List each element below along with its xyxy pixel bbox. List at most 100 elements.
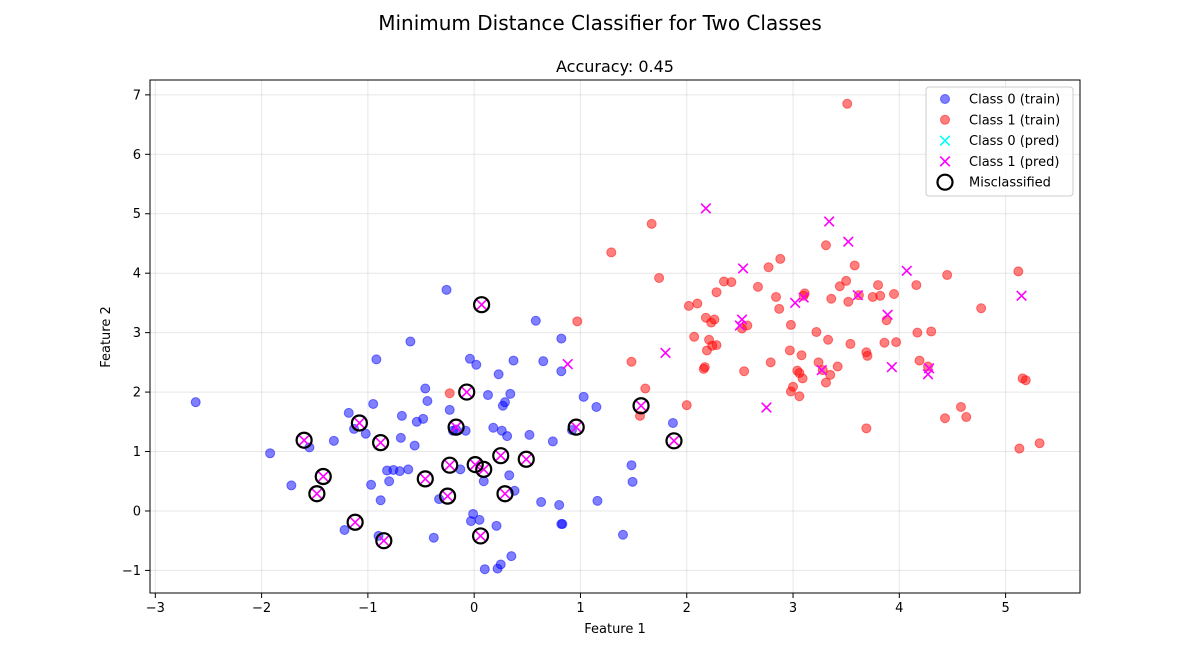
pred-marker: [298, 434, 310, 446]
train-point: [796, 350, 807, 361]
train-point: [692, 298, 703, 309]
legend-marker: [940, 114, 950, 125]
pred-marker: [761, 402, 772, 413]
train-point: [444, 404, 455, 415]
train-point: [328, 435, 339, 446]
y-tick-label: 1: [133, 445, 141, 460]
train-point: [375, 495, 386, 506]
x-tick-label: −1: [358, 601, 377, 616]
y-tick-label: −1: [122, 564, 141, 579]
train-point: [861, 423, 872, 434]
train-point: [366, 479, 377, 490]
train-point: [428, 532, 439, 543]
train-point: [825, 369, 836, 380]
train-point: [538, 356, 549, 367]
x-tick-label: −2: [252, 601, 271, 616]
x-tick-label: 1: [576, 601, 584, 616]
train-point: [524, 429, 535, 440]
plot-frame: [149, 79, 1081, 594]
pred-marker: [354, 417, 365, 429]
train-point: [418, 413, 429, 424]
train-point: [788, 381, 799, 392]
train-point: [420, 383, 431, 394]
pred-marker: [444, 459, 456, 471]
pred-marker: [789, 297, 801, 309]
misclassified-ring: [346, 513, 364, 531]
pred-marker: [520, 453, 532, 465]
misclassified-ring: [416, 470, 434, 488]
legend-marker: [936, 173, 954, 191]
train-point: [488, 422, 499, 433]
pred-marker: [469, 459, 481, 470]
pred-marker: [901, 265, 913, 277]
train-point: [926, 326, 937, 337]
x-tick-label: 2: [683, 601, 691, 616]
series-3: [295, 296, 683, 550]
train-point: [873, 280, 884, 291]
misclassified-ring: [375, 532, 393, 550]
pred-marker: [419, 473, 431, 485]
train-point: [797, 373, 808, 384]
pred-marker: [442, 490, 453, 502]
train-point: [654, 272, 665, 283]
pred-marker: [816, 364, 828, 376]
train-point: [505, 388, 516, 399]
legend-label: Class 1 (pred): [969, 155, 1059, 170]
misclassified-ring: [308, 485, 326, 503]
train-point: [491, 520, 502, 531]
misclassified-ring: [295, 431, 313, 449]
misclassified-ring: [665, 432, 683, 450]
train-point: [578, 391, 589, 402]
pred-marker: [476, 299, 487, 311]
train-point: [889, 288, 899, 299]
train-point: [405, 336, 416, 347]
train-point: [1034, 438, 1045, 449]
train-point: [942, 269, 953, 280]
train-point: [556, 333, 567, 344]
train-point: [711, 340, 722, 351]
pred-marker: [736, 314, 748, 325]
pred-marker: [842, 236, 854, 248]
misclassified-ring: [372, 434, 390, 452]
train-point: [911, 280, 922, 291]
train-point: [826, 293, 837, 304]
legend-label: Class 0 (train): [969, 93, 1060, 108]
train-point: [504, 470, 515, 481]
train-point: [811, 327, 822, 338]
legend-marker: [940, 94, 950, 104]
legend-label: Class 0 (pred): [969, 134, 1059, 149]
train-point: [711, 287, 722, 298]
train-point: [667, 417, 678, 428]
misclassified-ring: [350, 414, 368, 432]
train-point: [681, 400, 692, 411]
train-point: [403, 464, 414, 475]
train-point: [499, 397, 510, 408]
pred-marker: [317, 471, 329, 482]
train-point: [530, 315, 541, 326]
train-point: [368, 398, 379, 409]
train-point: [976, 303, 987, 314]
train-point: [371, 354, 382, 365]
misclassified-ring: [471, 527, 490, 545]
pred-marker: [1016, 290, 1027, 302]
train-point: [339, 524, 350, 535]
train-point: [343, 407, 354, 418]
misclassified-ring: [458, 383, 476, 401]
train-point: [471, 359, 482, 370]
train-point: [495, 559, 506, 570]
train-point: [775, 253, 786, 264]
train-point: [444, 388, 455, 399]
train-point: [955, 401, 966, 412]
misclassified-ring: [496, 485, 514, 503]
train-point: [1013, 266, 1024, 277]
axis-ticks: −3 −2 −1 0 1 2 3 4 5 −1 0 1 2 3 4 5 6 7: [122, 88, 1010, 616]
train-point: [536, 497, 547, 508]
train-point: [286, 480, 297, 491]
y-tick-label: 0: [133, 504, 141, 519]
train-point: [699, 362, 710, 373]
legend-label: Class 1 (train): [969, 113, 1060, 128]
train-point: [1014, 443, 1025, 454]
pred-marker: [478, 463, 490, 475]
misclassified-ring: [475, 460, 493, 478]
